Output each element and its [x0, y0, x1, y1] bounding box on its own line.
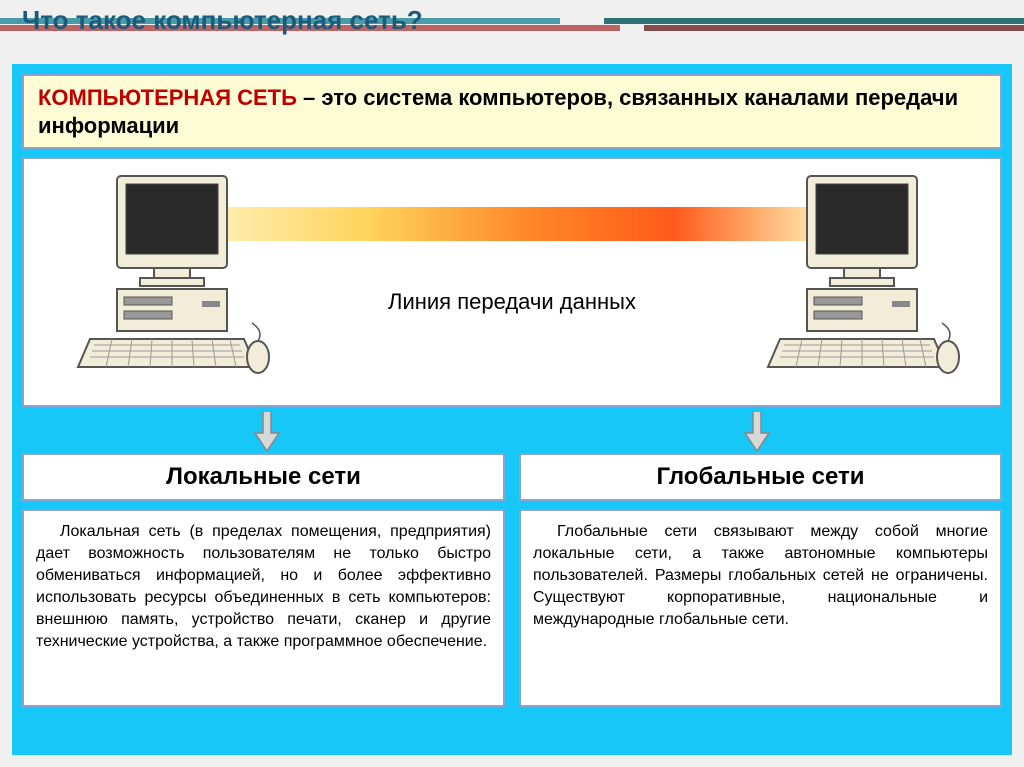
data-line-gradient	[219, 207, 825, 241]
header-bar	[604, 18, 1024, 24]
definition-box: КОМПЬЮТЕРНАЯ СЕТЬ – это система компьюте…	[22, 74, 1002, 149]
header-bar	[644, 25, 1024, 31]
arrow-down-icon	[253, 411, 281, 451]
columns: Локальные сети Локальная сеть (в предела…	[22, 453, 1002, 707]
column-right-body: Глобальные сети связывают между собой мн…	[519, 509, 1002, 707]
definition-term: КОМПЬЮТЕРНАЯ СЕТЬ	[38, 85, 297, 110]
diagram-caption: Линия передачи данных	[24, 289, 1000, 315]
column-right-title: Глобальные сети	[519, 453, 1002, 501]
column-left-title: Локальные сети	[22, 453, 505, 501]
computer-right-icon	[752, 171, 962, 396]
arrows-row	[22, 411, 1002, 451]
arrow-down-icon	[743, 411, 771, 451]
diagram-box: Линия передачи данных	[22, 157, 1002, 407]
column-left-body: Локальная сеть (в пределах помещения, пр…	[22, 509, 505, 707]
column-right: Глобальные сети Глобальные сети связываю…	[519, 453, 1002, 707]
column-left: Локальные сети Локальная сеть (в предела…	[22, 453, 505, 707]
slide-title: Что такое компьютерная сеть?	[22, 5, 423, 36]
computer-left-icon	[62, 171, 272, 396]
main-panel: КОМПЬЮТЕРНАЯ СЕТЬ – это система компьюте…	[12, 64, 1012, 755]
